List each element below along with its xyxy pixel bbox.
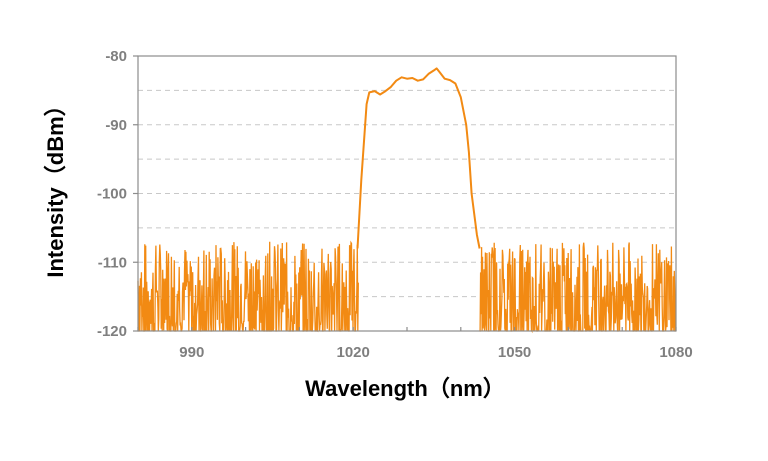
x-tick-label: 1080 xyxy=(659,344,692,361)
y-tick-label: -120 xyxy=(97,323,127,340)
tick-marks xyxy=(133,55,677,332)
x-tick-label: 1050 xyxy=(498,344,531,361)
y-axis-title: Intensity（dBm） xyxy=(43,94,68,277)
noise-floor-trace xyxy=(137,240,676,334)
y-tick-label: -100 xyxy=(97,186,127,203)
x-axis-title: Wavelength（nm） xyxy=(305,376,505,401)
y-tick-labels: -80 -90 -100 -110 -120 xyxy=(97,48,127,340)
y-tick-label: -90 xyxy=(105,117,127,134)
noise-trace-segment xyxy=(479,242,676,334)
y-tick-label: -80 xyxy=(105,48,127,65)
x-tick-label: 990 xyxy=(179,344,204,361)
x-tick-labels: 990 1020 1050 1080 xyxy=(179,344,692,361)
x-tick-label: 1020 xyxy=(337,344,370,361)
spectrum-peak-trace xyxy=(356,67,481,249)
y-tick-label: -110 xyxy=(98,254,127,271)
noise-trace-segment xyxy=(137,240,359,333)
